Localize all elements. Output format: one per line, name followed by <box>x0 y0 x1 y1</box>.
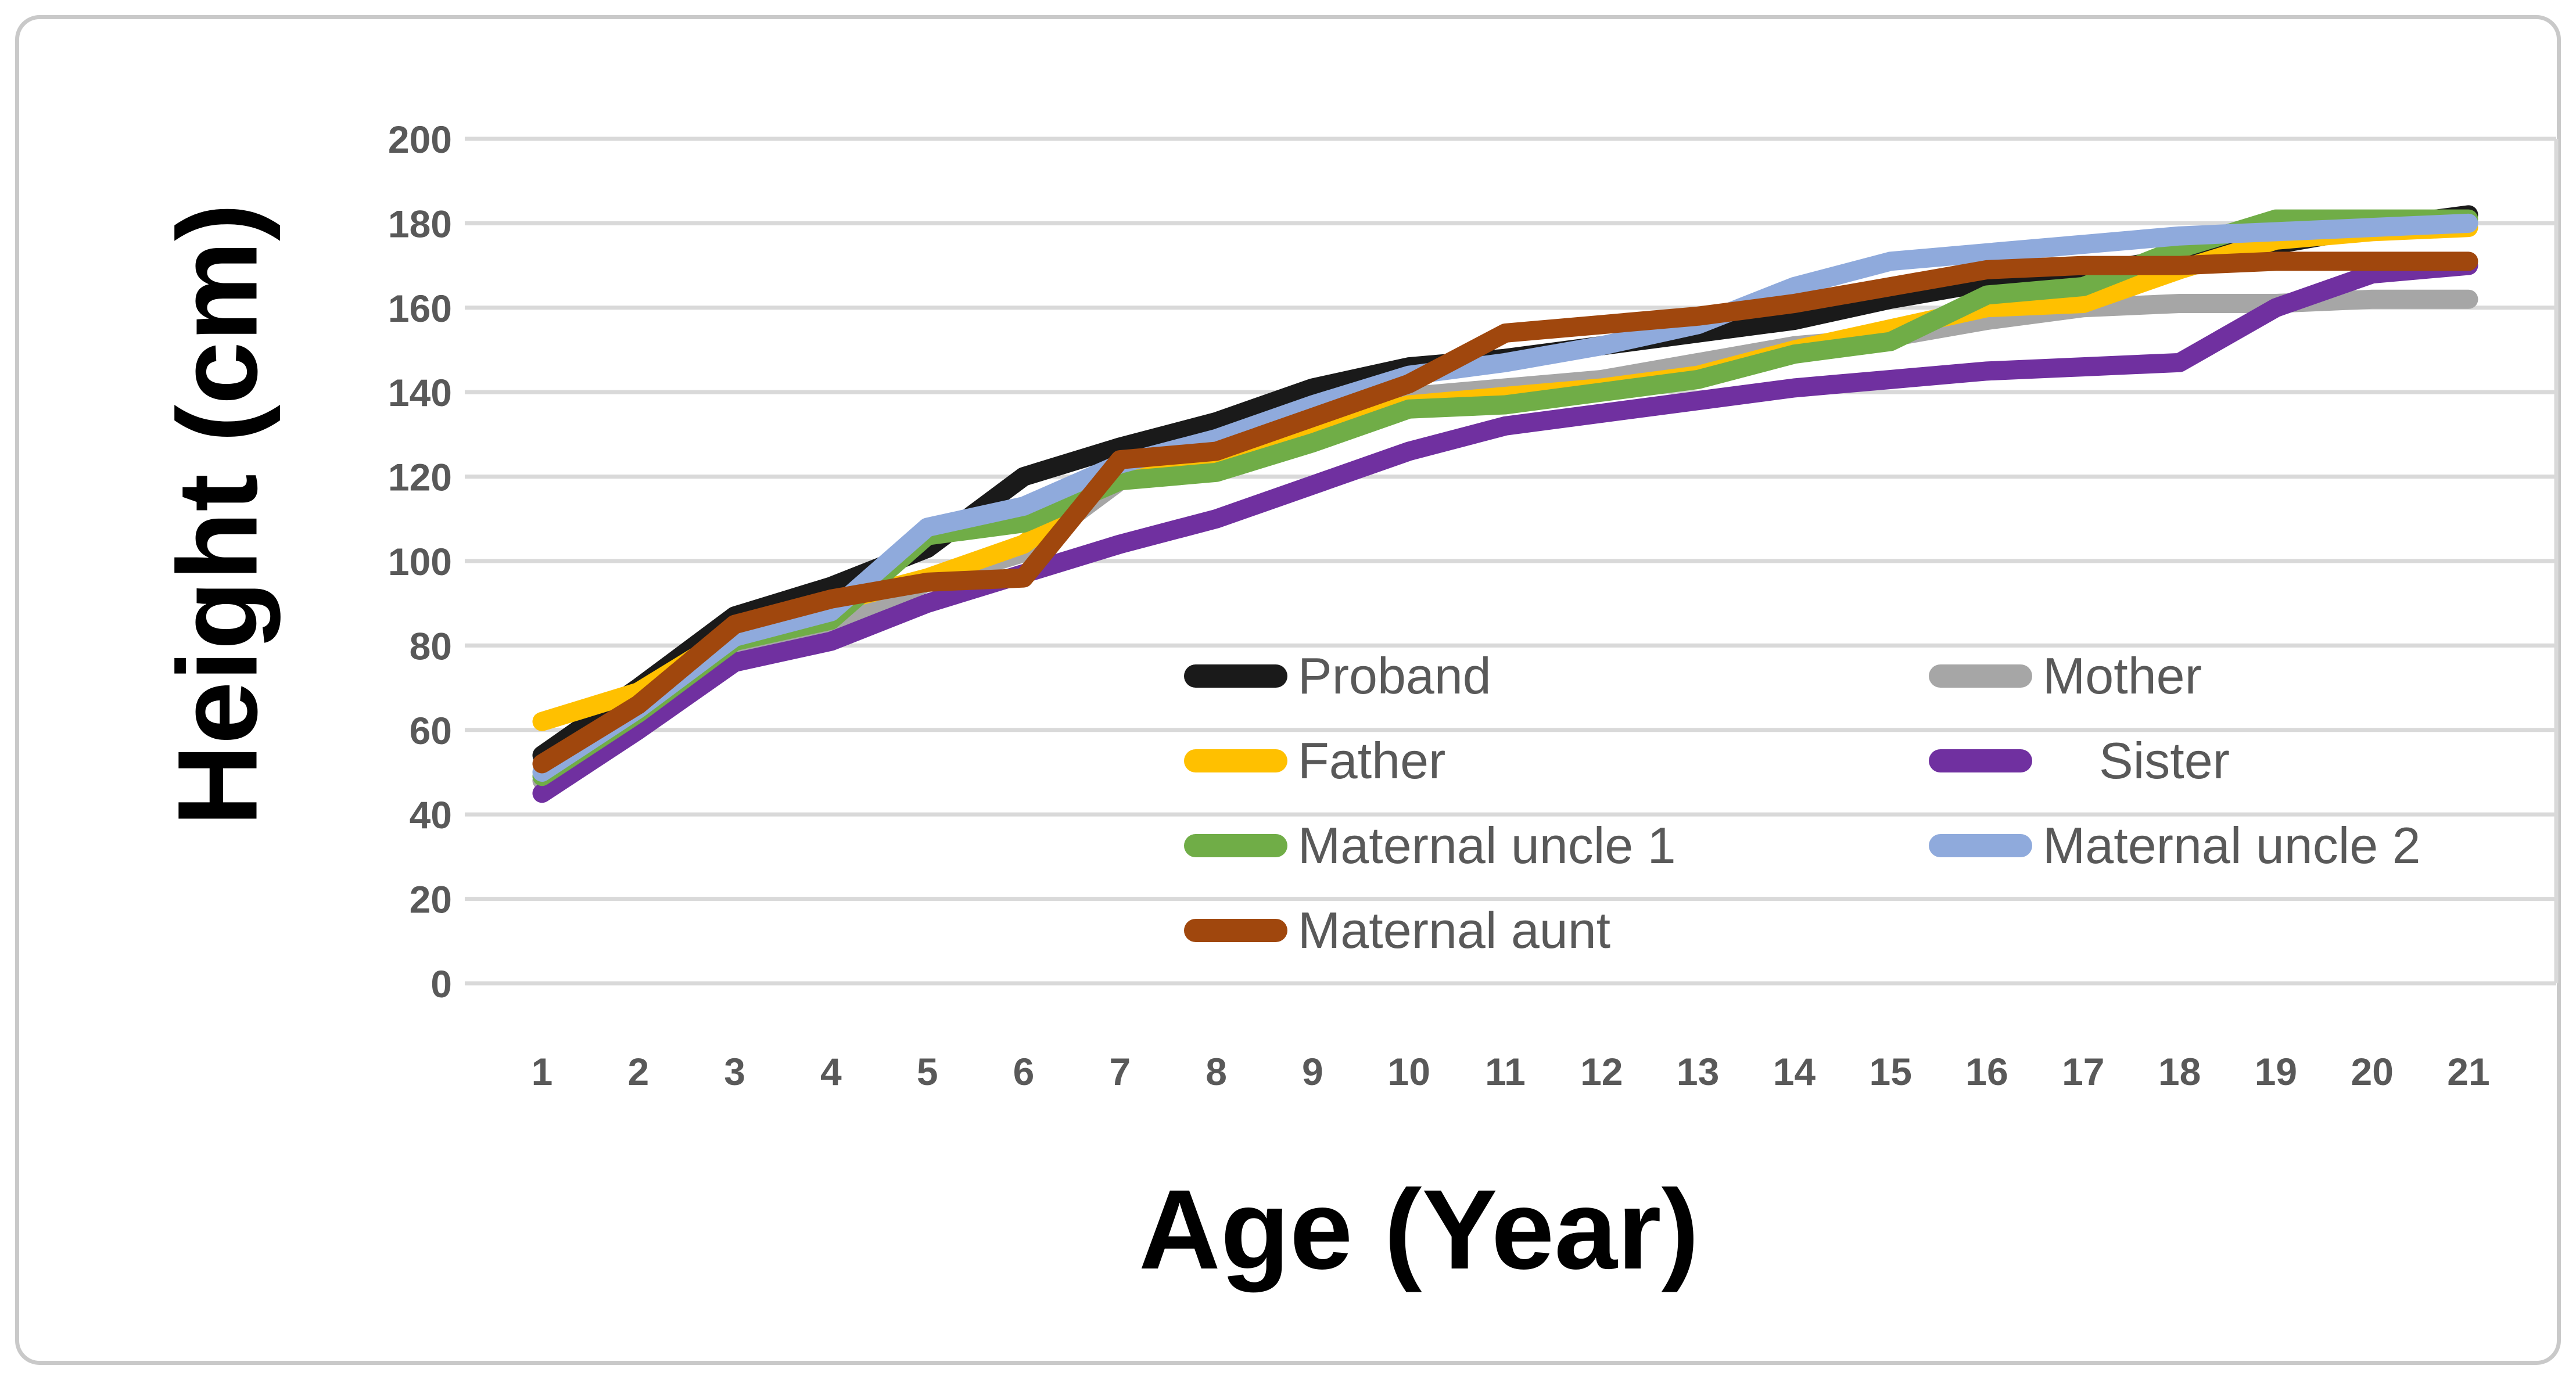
legend-item-maternal-uncle-2: Maternal uncle 2 <box>1929 820 2421 871</box>
y-tick-label-200: 200 <box>388 118 452 161</box>
x-tick-label-6: 6 <box>1013 1050 1035 1093</box>
x-tick-label-19: 19 <box>2255 1050 2297 1093</box>
series-line-maternal-uncle-2 <box>532 213 2478 782</box>
y-axis-title: Height (cm) <box>154 203 281 826</box>
y-tick-label-0: 0 <box>430 962 452 1005</box>
legend-swatch-sister <box>1929 749 2032 772</box>
legend-swatch-maternal-aunt <box>1184 919 1287 942</box>
y-tick-label-160: 160 <box>388 287 452 330</box>
x-tick-label-7: 7 <box>1109 1050 1131 1093</box>
y-tick-label-80: 80 <box>410 624 452 667</box>
x-tick-label-8: 8 <box>1206 1050 1227 1093</box>
x-tick-label-18: 18 <box>2158 1050 2201 1093</box>
x-axis-title: Age (Year) <box>1139 1166 1699 1293</box>
y-tick-label-40: 40 <box>410 793 452 836</box>
x-tick-label-12: 12 <box>1580 1050 1623 1093</box>
legend-swatch-father <box>1184 749 1287 772</box>
legend-item-proband: Proband <box>1184 651 1491 702</box>
x-tick-label-20: 20 <box>2351 1050 2393 1093</box>
legend-label: Maternal aunt <box>1298 901 1611 959</box>
legend-label: Maternal uncle 2 <box>2043 817 2421 874</box>
legend-item-maternal-uncle-1: Maternal uncle 1 <box>1184 820 1676 871</box>
x-tick-label-16: 16 <box>1965 1050 2008 1093</box>
x-tick-label-1: 1 <box>532 1050 553 1093</box>
x-tick-label-21: 21 <box>2447 1050 2489 1093</box>
y-tick-label-180: 180 <box>388 202 452 245</box>
legend-item-mother: Mother <box>1929 651 2202 702</box>
y-tick-label-140: 140 <box>388 371 452 414</box>
x-tick-label-9: 9 <box>1302 1050 1323 1093</box>
x-tick-label-4: 4 <box>820 1050 842 1093</box>
legend-label: Father <box>1298 732 1446 789</box>
legend-label: Proband <box>1298 647 1491 705</box>
legend-swatch-maternal-uncle-1 <box>1184 834 1287 857</box>
x-tick-label-2: 2 <box>627 1050 649 1093</box>
x-tick-label-10: 10 <box>1387 1050 1430 1093</box>
x-tick-label-5: 5 <box>917 1050 938 1093</box>
legend-label: Mother <box>2043 647 2202 705</box>
x-tick-label-14: 14 <box>1773 1050 1816 1093</box>
x-tick-label-15: 15 <box>1869 1050 1911 1093</box>
legend-swatch-proband <box>1184 664 1287 688</box>
legend-item-sister: Sister <box>1929 735 2230 786</box>
legend-item-father: Father <box>1184 735 1445 786</box>
y-tick-label-60: 60 <box>410 709 452 752</box>
legend-item-maternal-aunt: Maternal aunt <box>1184 905 1610 956</box>
legend-swatch-maternal-uncle-2 <box>1929 834 2032 857</box>
legend-label: Sister <box>2099 732 2230 789</box>
y-tick-label-20: 20 <box>410 878 452 921</box>
x-tick-label-11: 11 <box>1485 1050 1526 1093</box>
x-tick-label-13: 13 <box>1677 1050 1719 1093</box>
series-line-sister <box>532 256 2478 803</box>
x-tick-label-3: 3 <box>724 1050 745 1093</box>
legend-label: Maternal uncle 1 <box>1298 817 1676 874</box>
x-tick-label-17: 17 <box>2062 1050 2104 1093</box>
series-line-maternal-aunt <box>532 251 2478 774</box>
y-tick-label-100: 100 <box>388 540 452 583</box>
y-tick-label-120: 120 <box>388 456 452 499</box>
legend-swatch-mother <box>1929 664 2032 688</box>
